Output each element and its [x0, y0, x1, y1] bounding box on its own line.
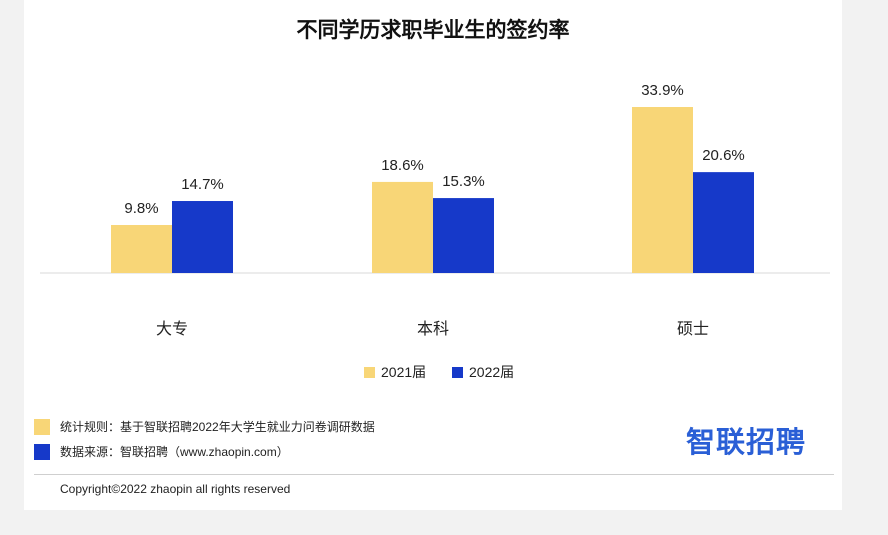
chart-card: 不同学历求职毕业生的签约率 9.8% 18.6% 33.9% 14.7% 15.3% 20… [24, 0, 842, 510]
footer-divider [34, 474, 834, 475]
chart-title: 不同学历求职毕业生的签约率 [296, 18, 570, 42]
x-tick-label-硕士: 硕士 [677, 319, 709, 338]
bar-chart: 9.8% 18.6% 33.9% 14.7% 15.3% 20.6% 大专 本科 硕士 [40, 82, 830, 338]
bar-2021届-大专 [111, 225, 172, 273]
data-label-2022届-本科: 15.3% [442, 173, 485, 190]
footnote-rule: 统计规则：基于智联招聘2022年大学生就业力问卷调研数据 [34, 418, 375, 435]
data-label-2021届-硕士: 33.9% [641, 82, 684, 99]
legend-label-2021: 2021届 [381, 364, 427, 380]
bar-2022届-硕士 [693, 172, 754, 273]
data-label-2021届-本科: 18.6% [381, 157, 424, 174]
bar-2021届-本科 [372, 181, 433, 273]
data-label-2022届-大专: 14.7% [181, 176, 224, 193]
bar-2022届-本科 [433, 198, 494, 273]
legend-item-2022: 2022届 [452, 362, 514, 382]
legend-label-2022: 2022届 [469, 364, 515, 380]
legend-item-2021: 2021届 [364, 362, 426, 382]
zhaopin-logo: 智联招聘 [686, 425, 807, 459]
footnote-source-text: 数据来源：智联招聘（www.zhaopin.com） [60, 445, 289, 459]
footnote-rule-text: 统计规则：基于智联招聘2022年大学生就业力问卷调研数据 [60, 420, 375, 434]
bar-2021届-硕士 [632, 107, 693, 273]
legend-swatch-2022 [452, 366, 463, 378]
legend-swatch-2021 [364, 366, 375, 378]
x-tick-label-本科: 本科 [417, 319, 449, 338]
copyright-text: Copyright©2022 zhaopin all rights reserv… [60, 482, 291, 496]
footnote-rule-swatch [34, 418, 50, 435]
x-tick-label-大专: 大专 [156, 319, 188, 338]
data-label-2022届-硕士: 20.6% [702, 147, 745, 164]
footnote-source: 数据来源：智联招聘（www.zhaopin.com） [34, 443, 289, 460]
data-label-2021届-大专: 9.8% [124, 200, 158, 217]
bar-2022届-大专 [172, 201, 233, 273]
footnote-source-swatch [34, 443, 50, 460]
